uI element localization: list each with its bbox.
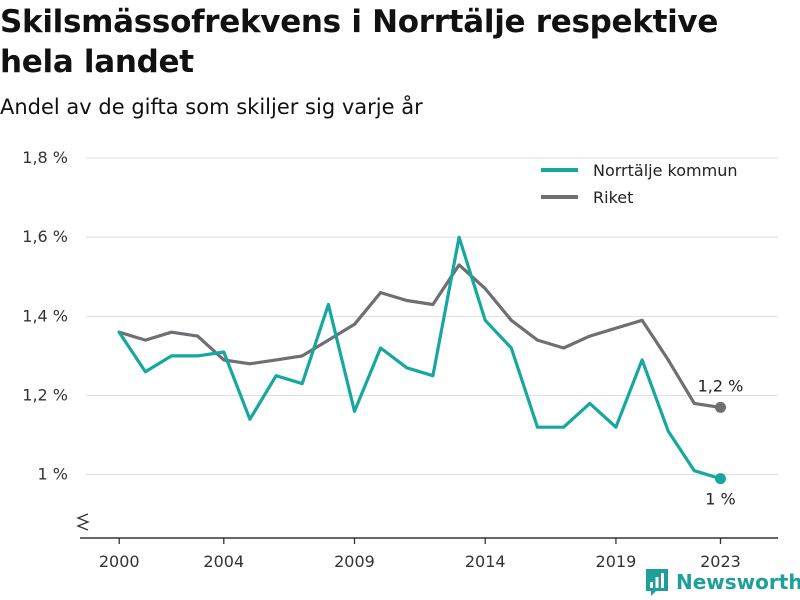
y-tick-label: 1,8 % <box>22 148 68 167</box>
x-tick-label: 2014 <box>465 552 506 571</box>
brand-name: Newsworthy <box>676 570 800 594</box>
grid-lines <box>86 157 778 476</box>
series-line <box>117 235 723 481</box>
newsworthy-icon <box>646 569 668 596</box>
y-tick-label: 1,4 % <box>22 306 68 325</box>
y-tick-label: 1 % <box>38 465 68 484</box>
brand-logo: Newsworthy <box>644 566 800 598</box>
chart-title: Skilsmässofrekvens i Norrtälje respektiv… <box>0 4 719 80</box>
end-value-label: 1,2 % <box>698 376 744 395</box>
axis-break-icon <box>76 513 90 531</box>
series-lines <box>117 235 726 485</box>
x-axis: 2000 2004 2009 2014 2019 2023 <box>76 513 778 571</box>
legend-label: Riket <box>593 188 633 207</box>
legend-label: Norrtälje kommun <box>593 161 737 180</box>
x-tick-label: 2004 <box>203 552 244 571</box>
x-tick-label: 2023 <box>700 552 741 571</box>
y-tick-label: 1,2 % <box>22 386 68 405</box>
series-end-point <box>714 473 726 485</box>
chart-subtitle: Andel av de gifta som skiljer sig varje … <box>0 95 423 119</box>
legend: Norrtälje kommun Riket <box>541 161 737 207</box>
series-line <box>117 263 723 409</box>
x-tick-label: 2009 <box>334 552 375 571</box>
end-labels: 1,2 % 1 % <box>698 376 744 508</box>
y-axis-ticks: 1 % 1,2 % 1,4 % 1,6 % 1,8 % <box>22 148 68 484</box>
y-tick-label: 1,6 % <box>22 227 68 246</box>
series-end-point <box>714 401 726 413</box>
x-tick-label: 2019 <box>596 552 637 571</box>
end-value-label: 1 % <box>705 490 735 509</box>
x-tick-label: 2000 <box>99 552 140 571</box>
